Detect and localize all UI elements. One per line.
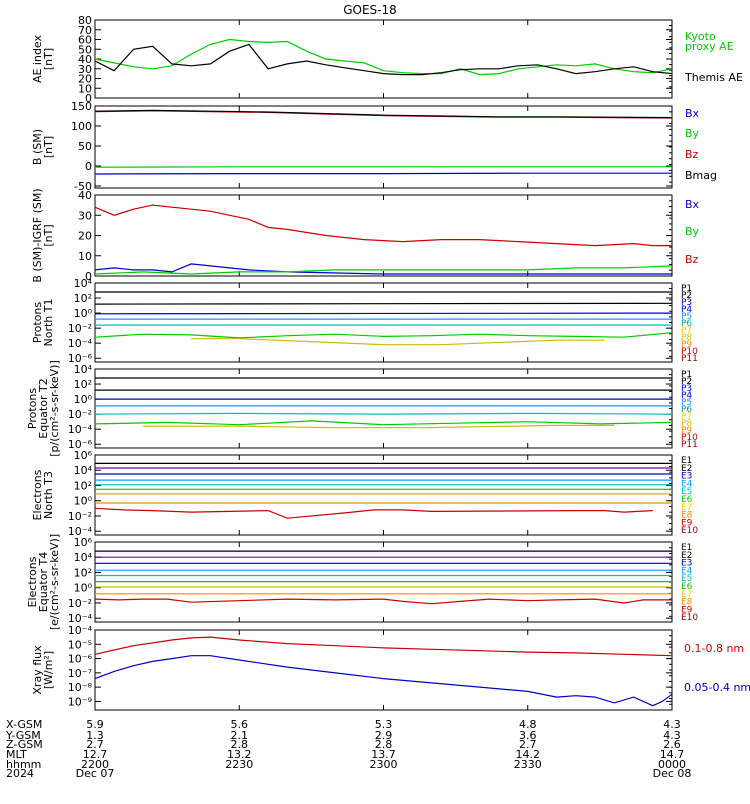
y-tick-label: 10⁴	[74, 464, 93, 477]
y-tick-label: 10⁻⁵	[68, 638, 92, 651]
legend-entry: Bz	[685, 253, 699, 266]
panel-frame	[95, 455, 672, 535]
y-tick-label: 0	[85, 160, 92, 173]
y-tick-label: 10⁰	[74, 495, 93, 508]
panel-frame	[95, 106, 672, 188]
legend-entry: By	[685, 127, 700, 140]
y-tick-label: 10⁻²	[68, 322, 92, 335]
y-tick-label: 10²	[74, 479, 92, 492]
footer-cell: Dec 08	[653, 767, 692, 780]
y-tick-label: 10⁰	[74, 393, 93, 406]
y-axis-label: [e/(cm²-s-sr-keV)]	[48, 534, 61, 630]
series-line-bz	[95, 205, 672, 246]
y-tick-label: 10⁻⁴	[68, 337, 93, 350]
y-axis-label: North T3	[42, 471, 55, 519]
y-tick-label: 10⁴	[74, 277, 93, 290]
y-tick-label: 10⁻²	[68, 408, 92, 421]
series-line-p6	[95, 413, 672, 414]
y-tick-label: 10⁻²	[68, 597, 92, 610]
legend-entry: Bz	[685, 148, 699, 161]
legend-entry: P11	[681, 354, 698, 364]
panel-frame	[95, 283, 672, 362]
y-tick-label: 10⁻⁴	[68, 624, 93, 637]
legend-entry: Bmag	[685, 169, 717, 182]
y-tick-label: 10⁴	[74, 551, 93, 564]
y-tick-label: 40	[78, 189, 92, 202]
y-tick-label: 30	[78, 209, 92, 222]
y-axis-label: [nT]	[42, 48, 55, 70]
y-tick-label: 10⁻²	[68, 510, 92, 523]
legend-entry: P11	[681, 440, 698, 450]
y-axis-label: [p/(cm²-s-sr-keV)]	[48, 360, 61, 457]
footer-cell: 2330	[514, 758, 542, 771]
y-tick-label: 50	[78, 140, 92, 153]
chart-title: GOES-18	[343, 3, 397, 17]
series-line-p7	[95, 421, 672, 425]
y-tick-label: 10⁶	[74, 449, 93, 462]
legend-entry: E10	[681, 613, 698, 623]
y-tick-label: 10⁻⁶	[68, 653, 93, 666]
series-line-p2	[95, 303, 672, 304]
y-axis-label: [nT]	[42, 136, 55, 158]
series-line-e9	[95, 508, 653, 518]
series-line-0-05-0-4-nm	[95, 656, 672, 706]
y-tick-label: 100	[71, 120, 92, 133]
y-tick-label: 10⁻⁴	[68, 423, 93, 436]
y-tick-label: 20	[78, 230, 92, 243]
y-tick-label: 10²	[74, 566, 92, 579]
series-line-p8	[143, 425, 614, 427]
y-axis-label: North T1	[42, 299, 55, 347]
y-tick-label: 10⁻⁹	[68, 695, 92, 708]
y-tick-label: 10	[78, 250, 92, 263]
y-axis-label: [W/m²]	[42, 651, 55, 689]
y-tick-label: 10⁻⁷	[68, 667, 92, 680]
panel-frame	[95, 369, 672, 448]
footer-cell: 2230	[225, 758, 253, 771]
panel-frame	[95, 20, 672, 98]
series-line-0-1-0-8-nm	[95, 637, 672, 656]
legend-entry: E10	[681, 526, 698, 536]
legend-entry: Bx	[685, 107, 700, 120]
legend-entry: Themis AE	[684, 71, 743, 84]
footer-cell: 2300	[370, 758, 398, 771]
series-line-p8	[191, 339, 605, 345]
y-axis-label: [nT]	[42, 224, 55, 246]
y-tick-label: 10⁰	[74, 582, 93, 595]
y-tick-label: 10²	[74, 292, 92, 305]
legend-entry: By	[685, 225, 700, 238]
ephemeris-footer: X-GSMY-GSMZ-GSMMLThhmm20245.91.32.712.72…	[5, 718, 691, 780]
y-tick-label: 10⁰	[74, 307, 93, 320]
series-line-bx	[95, 173, 672, 174]
series-line-kyoto-proxy-ae	[95, 40, 672, 75]
legend-entry: Bx	[685, 198, 700, 211]
panel-frame	[95, 630, 672, 710]
series-line-p3	[95, 313, 672, 314]
y-tick-label: 150	[71, 100, 92, 113]
series-line-p7	[95, 333, 672, 338]
legend-entry: proxy AE	[685, 40, 734, 53]
y-tick-label: 80	[78, 14, 92, 27]
y-tick-label: 10⁴	[74, 363, 93, 376]
y-tick-label: 10⁻⁸	[68, 681, 93, 694]
footer-cell: Dec 07	[76, 767, 115, 780]
legend-entry: 0.1-0.8 nm	[684, 642, 744, 655]
y-tick-label: 10⁶	[74, 536, 93, 549]
footer-row-label: 2024	[6, 767, 34, 780]
legend-entry: 0.05-0.4 nm	[684, 681, 750, 694]
y-tick-label: 10²	[74, 378, 92, 391]
series-line-e9	[95, 599, 672, 604]
panel-frame	[95, 195, 672, 276]
